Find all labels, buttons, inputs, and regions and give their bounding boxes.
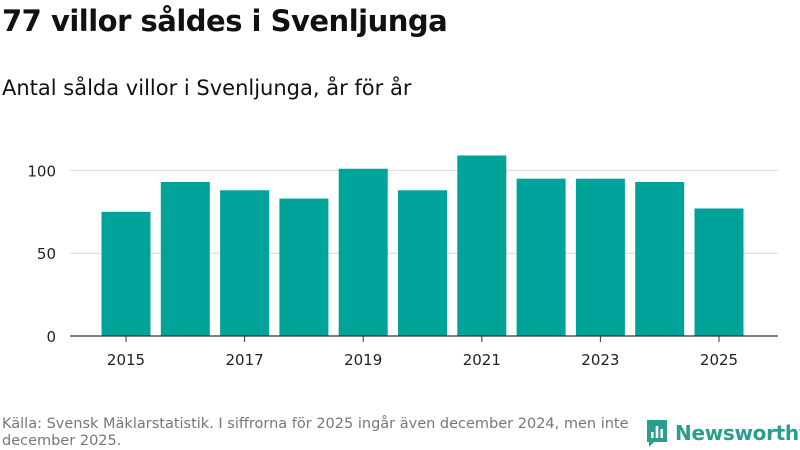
- bar-2019[interactable]: [338, 168, 388, 336]
- bar-2017[interactable]: [220, 190, 270, 336]
- y-tick-label: 50: [37, 245, 56, 263]
- bar-2025[interactable]: [694, 208, 744, 336]
- bar-2018[interactable]: [279, 198, 329, 336]
- bars: [101, 155, 744, 336]
- x-tick-label: 2025: [700, 351, 738, 369]
- chart-title: 77 villor såldes i Svenljunga: [2, 4, 448, 38]
- y-tick-label: 0: [46, 328, 56, 346]
- bar-2024[interactable]: [635, 181, 685, 336]
- bar-2016[interactable]: [160, 181, 210, 336]
- axes: 0 50 100 2015 2017 2019 2021 2023 2025: [27, 162, 778, 369]
- bar-2020[interactable]: [398, 190, 447, 336]
- bar-2022[interactable]: [516, 178, 566, 336]
- newsworthy-logo-icon: [647, 420, 667, 447]
- chart-subtitle: Antal sålda villor i Svenljunga, år för …: [2, 76, 412, 100]
- bar-2015[interactable]: [101, 211, 151, 336]
- x-tick-label: 2015: [107, 351, 145, 369]
- x-tick-label: 2021: [463, 351, 501, 369]
- bar-chart: 0 50 100 2015 2017 2019 2021 2023 2025: [27, 155, 778, 369]
- bar-2023[interactable]: [575, 178, 625, 336]
- x-tick-label: 2023: [581, 351, 619, 369]
- y-tick-label: 100: [27, 162, 56, 180]
- bar-2021[interactable]: [457, 155, 507, 336]
- brand-name: Newsworthy: [675, 421, 800, 445]
- x-tick-label: 2017: [226, 351, 264, 369]
- newsworthy-logo[interactable]: Newsworthy: [645, 418, 800, 448]
- x-tick-label: 2019: [344, 351, 382, 369]
- source-note: Källa: Svensk Mäklarstatistik. I siffror…: [2, 416, 629, 449]
